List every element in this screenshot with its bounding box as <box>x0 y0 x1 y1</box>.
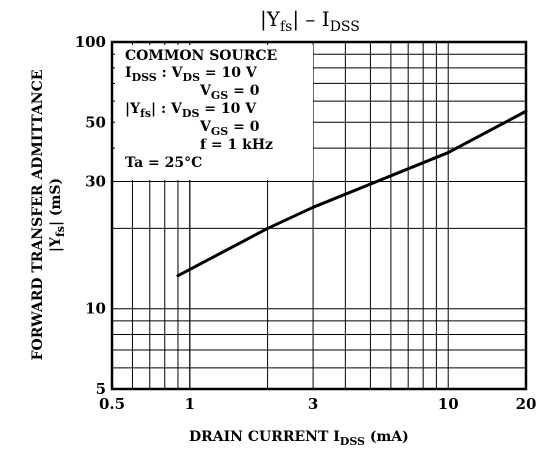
annotation-frequency: f = 1 kHz <box>200 137 273 153</box>
x-tick-label: 3 <box>308 395 318 413</box>
y-axis-label: FORWARD TRANSFER ADMITTANCE |Yfs| (mS) <box>30 70 67 361</box>
x-axis-label: DRAIN CURRENT IDSS (mA) <box>189 429 409 448</box>
chart-title: |Yfs| – IDSS <box>260 7 360 35</box>
x-tick-label: 10 <box>438 395 459 413</box>
annotation-box <box>115 45 313 180</box>
y-tick-label: 100 <box>75 33 106 51</box>
x-tick-label: 20 <box>516 395 537 413</box>
annotation-temperature: Ta = 25°C <box>125 155 202 171</box>
annotation-yfs-vgs: VGS = 0 <box>199 119 260 138</box>
series-layer <box>176 109 528 278</box>
y-tick-label: 30 <box>85 172 106 190</box>
annotation-common-source: COMMON SOURCE <box>125 48 277 64</box>
y-tick-label: 10 <box>85 300 106 318</box>
y-tick-label: 5 <box>96 380 106 398</box>
plot-frame <box>110 40 528 391</box>
annotation-idss-vds: IDSS : VDS = 10 V <box>125 65 258 84</box>
x-tick-label: 0.5 <box>99 395 125 413</box>
y-axis-label-line1: FORWARD TRANSFER ADMITTANCE <box>30 70 46 361</box>
y-axis-label-line2: |Yfs| (mS) <box>48 178 67 252</box>
annotation-block: COMMON SOURCE IDSS : VDS = 10 V VGS = 0 … <box>125 48 277 171</box>
tick-labels: 0.5 1 3 10 20 5 10 30 50 100 <box>75 33 537 413</box>
y-tick-label: 50 <box>85 113 106 131</box>
series-line <box>176 109 528 278</box>
annotation-yfs-vds: |Yfs| : VDS = 10 V <box>125 101 257 120</box>
x-tick-label: 1 <box>185 395 195 413</box>
